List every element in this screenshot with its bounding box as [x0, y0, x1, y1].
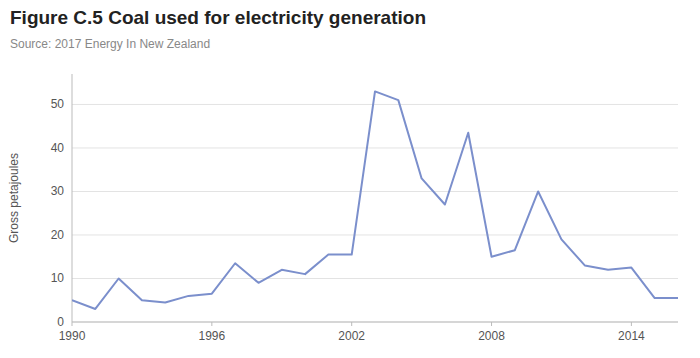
x-tick-label: 2008 — [478, 329, 505, 343]
grid-line — [72, 191, 678, 192]
y-tick-label: 10 — [51, 271, 65, 285]
x-tick — [72, 322, 73, 326]
y-axis-label: Gross petajoules — [7, 153, 21, 243]
line — [72, 91, 678, 309]
y-tick-label: 50 — [51, 97, 65, 111]
grid-line — [72, 322, 678, 323]
grid-line — [72, 147, 678, 148]
grid — [72, 104, 678, 322]
x-tick — [351, 322, 352, 326]
y-tick-label: 40 — [51, 141, 65, 155]
title: Figure C.5 Coal used for electricity gen… — [10, 7, 426, 28]
plot-area — [72, 91, 678, 309]
y-tick-label: 30 — [51, 184, 65, 198]
x-tick-label: 2002 — [338, 329, 365, 343]
x-tick-label: 1990 — [59, 329, 86, 343]
x-tick — [631, 322, 632, 326]
x-tick — [211, 322, 212, 326]
grid-line — [72, 278, 678, 279]
x-tick — [491, 322, 492, 326]
chart: Figure C.5 Coal used for electricity gen… — [0, 0, 700, 358]
subtitle: Source: 2017 Energy In New Zealand — [10, 37, 210, 51]
grid-line — [72, 234, 678, 235]
y-tick-label: 0 — [57, 315, 64, 329]
y-axis-line — [72, 74, 73, 322]
x-tick-label: 2014 — [618, 329, 645, 343]
grid-line — [72, 104, 678, 105]
x-tick-label: 1996 — [198, 329, 225, 343]
x-axis-line — [72, 322, 678, 323]
y-tick-label: 20 — [51, 228, 65, 242]
